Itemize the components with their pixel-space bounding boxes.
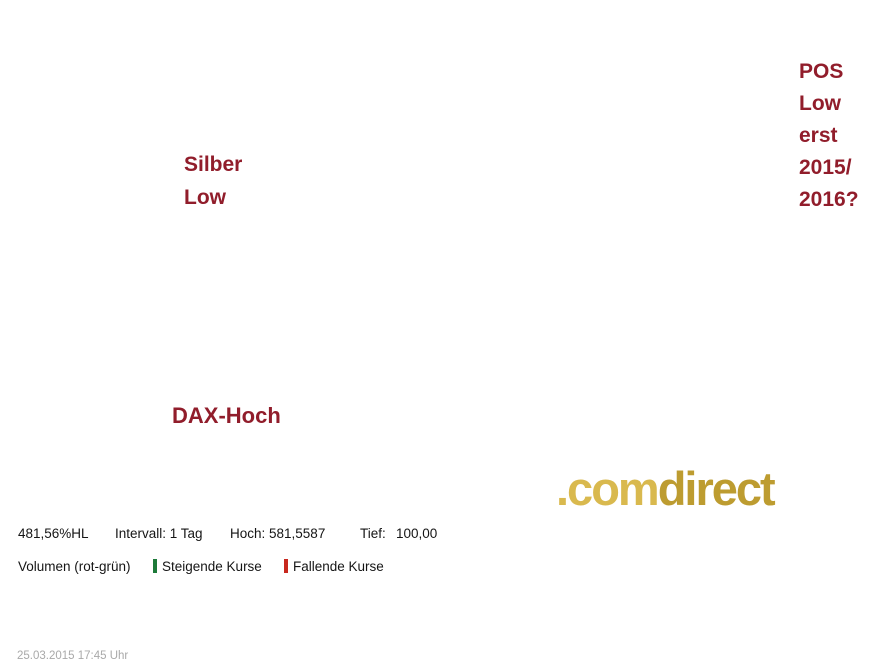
watermark-com: .com: [556, 462, 660, 515]
annotation-silber-line2: Low: [184, 186, 226, 209]
annotation-pos-line: 2016?: [799, 188, 859, 211]
legend-falling-label: Fallende Kurse: [293, 559, 384, 574]
annotation-silber-low: Silber Low: [184, 148, 242, 214]
chart-timestamp: 25.03.2015 17:45 Uhr: [17, 650, 129, 662]
status-change-value: 481,56%HL: [18, 526, 89, 541]
status-low-value: 100,00: [396, 526, 438, 541]
watermark-direct: direct: [657, 462, 776, 515]
annotation-pos-line: Low: [799, 92, 841, 115]
volume-title: Volumen (rot-grün): [18, 559, 131, 574]
rising-volume-swatch-icon: [153, 559, 157, 573]
status-high: Hoch: 581,5587: [230, 526, 326, 541]
annotation-pos-line: 2015/: [799, 156, 852, 179]
status-interval: Intervall: 1 Tag: [115, 526, 203, 541]
legend-rising-label: Steigende Kurse: [162, 559, 262, 574]
annotation-dax-hoch: DAX-Hoch: [172, 403, 281, 428]
annotation-silber-line1: Silber: [184, 153, 243, 176]
comdirect-watermark: .comdirect: [556, 461, 776, 516]
annotation-pos-line: POS: [799, 60, 844, 83]
falling-volume-swatch-icon: [284, 559, 288, 573]
status-low-label: Tief:: [360, 526, 386, 541]
annotation-pos-line: erst: [799, 124, 838, 147]
annotation-pos-low: POS Low erst 2015/ 2016?: [799, 56, 859, 216]
